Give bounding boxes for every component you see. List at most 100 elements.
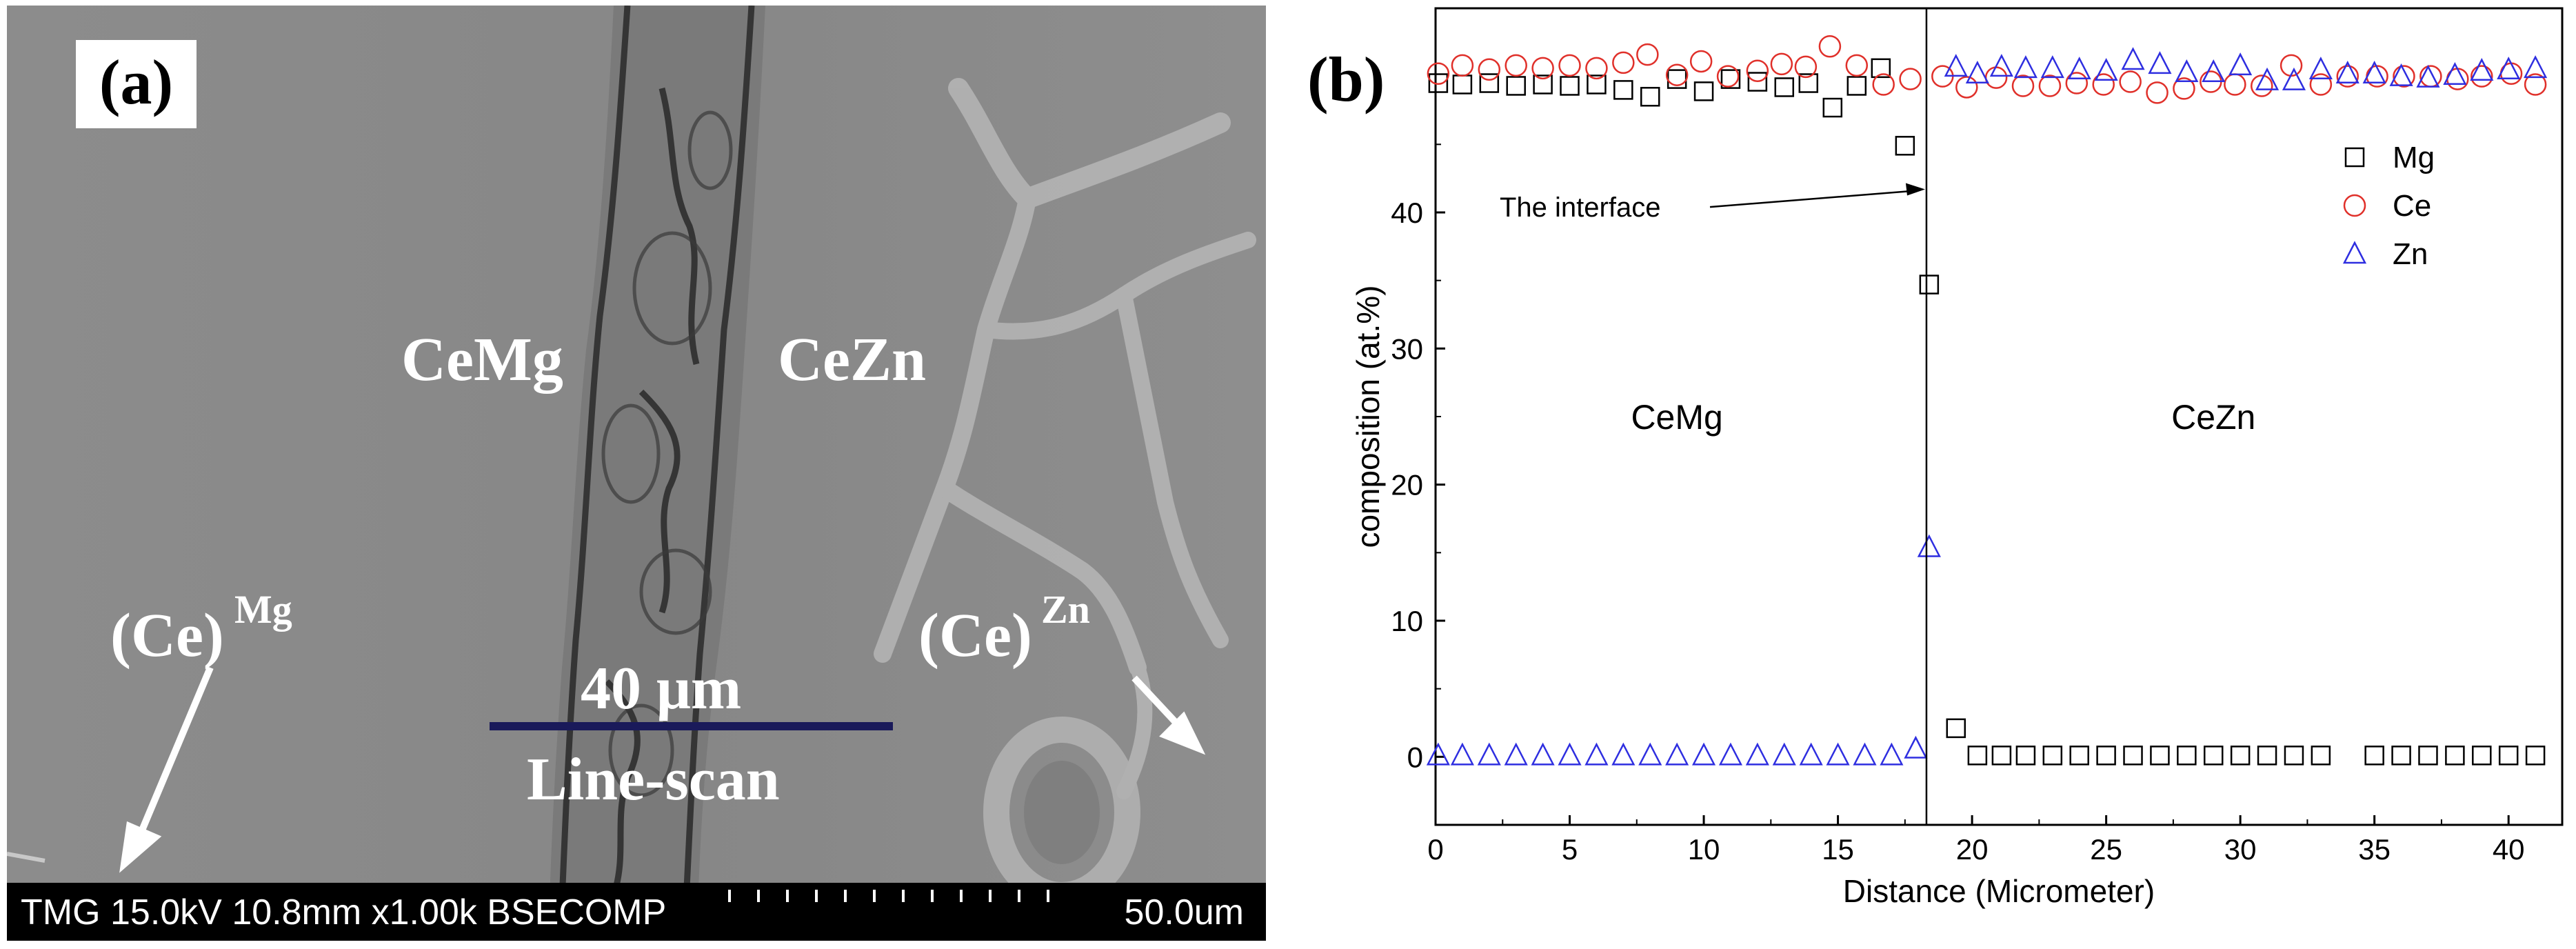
data-point-ce <box>1558 54 1581 77</box>
data-point-ce <box>2173 77 2195 100</box>
annotation-cemg: CeMg <box>1631 398 1722 437</box>
data-point-zn <box>2013 55 2037 79</box>
composition-chart: 0 5 10 15 20 25 30 35 40 0 10 20 30 40 Distance (Micro… <box>1350 7 2564 909</box>
data-point-mg <box>2311 746 2331 766</box>
x-tick-label: 15 <box>1822 833 1854 866</box>
data-point-mg <box>1967 746 1988 766</box>
chart-legend: Mg Ce Zn <box>2342 141 2435 271</box>
annotation-arrowhead <box>1905 183 1925 196</box>
data-point-ce <box>1716 65 1740 88</box>
data-point-mg <box>1533 74 1553 94</box>
y-tick-label: 0 <box>1407 741 1423 773</box>
data-point-zn <box>1917 534 1941 557</box>
scale-length-label: 40 μm <box>581 655 742 722</box>
ce-mg-superscript: Mg <box>234 587 292 632</box>
x-tick-label: 20 <box>1956 833 1989 866</box>
x-tick-label: 0 <box>1427 833 1443 866</box>
data-point-ce <box>1770 52 1793 76</box>
data-point-ce <box>2471 65 2493 88</box>
data-point-mg <box>1428 73 1449 93</box>
data-point-zn <box>1611 742 1636 766</box>
data-point-mg <box>1798 73 1819 93</box>
data-point-mg <box>1560 76 1580 96</box>
data-point-zn <box>2389 63 2413 86</box>
data-point-zn <box>1504 742 1528 766</box>
line-scan-chart-panel: (b) 0 5 10 15 20 25 30 35 40 0 10 20 30 40 Distance (M… <box>1276 0 2576 946</box>
data-point-mg <box>2445 746 2465 766</box>
ce-zn-superscript: Zn <box>1041 587 1090 632</box>
data-point-mg <box>1720 69 1741 89</box>
data-point-zn <box>2040 55 2064 79</box>
x-tick-label: 5 <box>1562 833 1578 866</box>
panel-a-label-box <box>76 40 197 128</box>
data-point-zn <box>2148 51 2172 74</box>
chart-marks <box>1426 35 2548 766</box>
y-tick-label: 30 <box>1391 332 1423 365</box>
data-point-mg <box>1640 87 1660 107</box>
series-zn <box>1426 47 2548 766</box>
legend-marker-mg <box>2344 147 2365 168</box>
data-point-mg <box>1587 74 1607 94</box>
data-point-ce <box>1818 35 1842 58</box>
data-point-zn <box>1691 742 1716 766</box>
data-point-mg <box>1774 77 1795 97</box>
data-point-mg <box>2364 746 2384 766</box>
data-point-ce <box>2065 72 2089 94</box>
data-point-zn <box>2416 64 2440 88</box>
data-point-zn <box>2470 58 2494 81</box>
data-point-ce <box>2011 74 2035 97</box>
chart-annotations: The interface CeMg CeZn <box>1500 8 2255 825</box>
data-point-zn <box>1904 735 1928 759</box>
data-point-ce <box>1427 62 1450 85</box>
data-point-ce <box>1478 58 1501 81</box>
data-point-mg <box>2150 746 2170 766</box>
sem-image <box>7 6 1266 941</box>
data-point-zn <box>1853 742 1877 766</box>
x-tick-label: 25 <box>2090 833 2122 866</box>
panel-b-label: (b) <box>1307 44 1385 114</box>
data-point-mg <box>1822 97 1843 118</box>
data-point-zn <box>2121 47 2145 70</box>
data-point-zn <box>2094 58 2118 81</box>
data-point-mg <box>1991 746 2012 766</box>
data-point-mg <box>2177 746 2197 766</box>
data-point-ce <box>2524 73 2547 96</box>
data-point-mg <box>2203 746 2224 766</box>
x-tick-label: 40 <box>2493 833 2525 866</box>
data-point-zn <box>1426 742 1450 766</box>
data-point-zn <box>1745 742 1769 766</box>
series-mg <box>1428 58 2546 766</box>
data-point-zn <box>1772 742 1796 766</box>
data-point-mg <box>2498 746 2519 766</box>
data-point-zn <box>2308 57 2333 80</box>
data-point-zn <box>2175 59 2199 82</box>
data-point-zn <box>2443 61 2467 85</box>
data-point-zn <box>2497 57 2521 80</box>
ce-mg-label: (Ce) <box>110 601 224 670</box>
data-point-mg <box>1452 74 1473 94</box>
annotation-cezn: CeZn <box>2171 398 2255 437</box>
data-point-ce <box>2280 54 2303 77</box>
phase-label-cezn: CeZn <box>778 326 927 394</box>
data-point-ce <box>1872 73 1895 96</box>
data-point-ce <box>1689 50 1713 73</box>
data-point-ce <box>1746 59 1769 83</box>
data-point-ce <box>2309 73 2333 96</box>
data-point-mg <box>2284 746 2304 766</box>
data-point-mg <box>2391 746 2411 766</box>
data-point-ce <box>2393 65 2415 88</box>
data-point-zn <box>2524 55 2548 79</box>
data-point-ce <box>2251 74 2273 97</box>
phase-label-cemg: CeMg <box>401 326 563 394</box>
data-point-zn <box>1450 742 1474 766</box>
data-point-ce <box>2038 74 2062 97</box>
data-point-zn <box>1944 54 1968 77</box>
data-point-mg <box>2069 746 2089 766</box>
chart-axes: 0 5 10 15 20 25 30 35 40 0 10 20 30 40 Distance (Micro… <box>1350 7 2564 909</box>
data-point-zn <box>1531 742 1555 766</box>
data-point-ce <box>1636 43 1659 66</box>
data-point-ce <box>1505 54 1527 77</box>
data-point-zn <box>1558 742 1582 766</box>
data-point-zn <box>2362 60 2386 83</box>
data-point-mg <box>2123 746 2143 766</box>
